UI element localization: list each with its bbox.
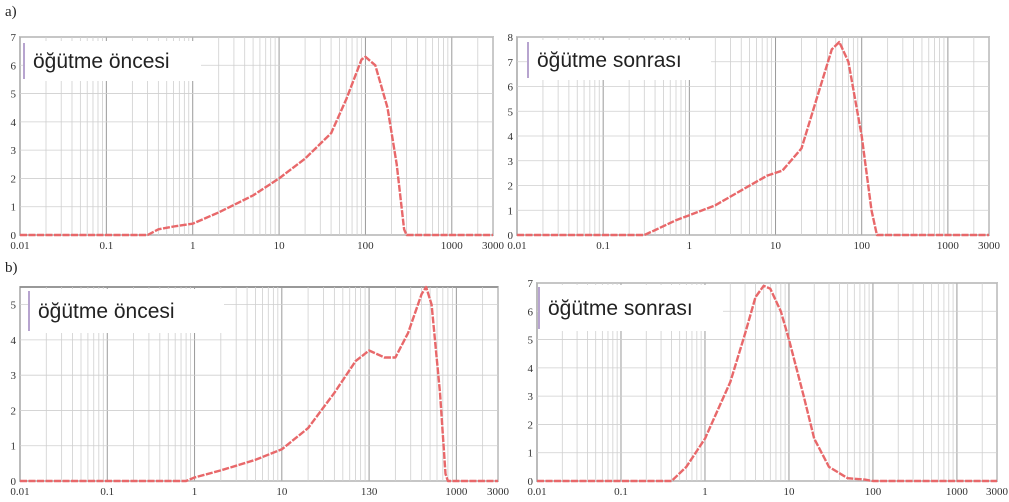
x-tick-label: 1 <box>702 486 708 498</box>
y-tick-label: 1 <box>11 441 17 453</box>
y-tick-label: 8 <box>508 32 514 44</box>
x-tick-label: 1000 <box>445 486 468 498</box>
y-tick-label: 6 <box>11 60 17 72</box>
y-tick-label: 7 <box>11 32 17 44</box>
x-tick-label: 1 <box>192 486 198 498</box>
y-tick-label: 5 <box>508 106 514 118</box>
y-tick-label: 2 <box>528 419 534 431</box>
y-tick-label: 7 <box>528 278 534 290</box>
x-tick-label: 100 <box>357 240 374 252</box>
y-tick-label: 4 <box>528 363 534 375</box>
chart-panel-a-left: 0 1 2 3 4 5 6 7 0.01 0.1 1 10 100 1000 3000 öğütme önce… <box>10 32 504 252</box>
x-tick-label: 1 <box>687 240 693 252</box>
y-tick-label: 3 <box>11 370 17 382</box>
y-tick-label: 3 <box>11 145 17 157</box>
y-tick-label: 5 <box>11 300 17 312</box>
x-tick-label: 3000 <box>986 486 1009 498</box>
panel-label-background <box>538 285 723 331</box>
x-tick-label: 10 <box>783 486 795 498</box>
x-tick-label: 0.01 <box>10 486 29 498</box>
x-tick-label: 0.1 <box>99 240 113 252</box>
y-tick-label: 1 <box>11 202 17 214</box>
chart-panel-b-left: 0 1 2 3 4 5 0.01 0.1 1 10 130 1000 3000 öğütme öncesi <box>10 285 510 498</box>
y-tick-label: 2 <box>508 181 514 193</box>
row-label-a: a) <box>5 4 17 20</box>
y-tick-label: 1 <box>508 205 514 217</box>
series-line <box>20 285 498 483</box>
panel-label-background <box>527 40 711 80</box>
panel-label: öğütme sonrası <box>537 49 682 72</box>
series-line <box>537 284 997 483</box>
panel-label-background <box>23 41 201 81</box>
x-tick-label: 100 <box>853 240 870 252</box>
panel-label: öğütme öncesi <box>38 300 175 323</box>
x-tick-label: 3000 <box>978 240 1001 252</box>
chart-panel-a-right: 0 1 2 3 4 5 6 7 8 0.01 0.1 1 10 100 1000 3000 öğütme son… <box>507 32 1000 252</box>
y-tick-label: 6 <box>528 306 534 318</box>
chart-panel-b-right: 0 1 2 3 4 5 6 7 0.01 0.1 1 10 100 1000 3000 öğütme sonr… <box>527 278 1008 498</box>
x-tick-label: 0.01 <box>10 240 29 252</box>
y-tick-label: 0 <box>508 230 514 242</box>
y-tick-label: 4 <box>11 117 17 129</box>
y-tick-label: 4 <box>11 335 17 347</box>
y-tick-label: 5 <box>11 89 17 101</box>
x-tick-label: 1 <box>190 240 196 252</box>
x-tick-label: 1000 <box>441 240 464 252</box>
series-line <box>20 55 493 237</box>
x-tick-label: 1000 <box>946 486 969 498</box>
x-tick-label: 0.01 <box>507 240 526 252</box>
panel-label: öğütme sonrası <box>548 297 693 320</box>
y-tick-label: 2 <box>11 405 17 417</box>
y-tick-label: 0 <box>11 230 17 242</box>
y-tick-label: 4 <box>508 131 514 143</box>
x-tick-label: 10 <box>276 486 288 498</box>
panel-label-background <box>28 289 224 333</box>
y-tick-label: 1 <box>528 448 534 460</box>
x-tick-label: 100 <box>865 486 882 498</box>
x-tick-label: 130 <box>361 486 378 498</box>
y-tick-label: 5 <box>528 335 534 347</box>
x-tick-label: 3000 <box>487 486 510 498</box>
y-tick-label: 0 <box>11 476 17 488</box>
x-tick-label: 10 <box>274 240 286 252</box>
y-tick-label: 7 <box>508 57 514 69</box>
x-tick-label: 0.1 <box>596 240 610 252</box>
y-tick-label: 3 <box>508 156 514 168</box>
row-label-b: b) <box>5 260 18 276</box>
x-tick-label: 1000 <box>937 240 960 252</box>
panel-label: öğütme öncesi <box>33 50 170 73</box>
y-tick-label: 3 <box>528 391 534 403</box>
series-line <box>517 40 989 237</box>
y-tick-label: 0 <box>528 476 534 488</box>
y-tick-label: 6 <box>508 82 514 94</box>
y-tick-label: 2 <box>11 173 17 185</box>
x-tick-label: 0.1 <box>100 486 114 498</box>
x-tick-label: 10 <box>770 240 782 252</box>
x-tick-label: 3000 <box>482 240 505 252</box>
x-tick-label: 0.1 <box>614 486 628 498</box>
x-tick-label: 0.01 <box>527 486 546 498</box>
